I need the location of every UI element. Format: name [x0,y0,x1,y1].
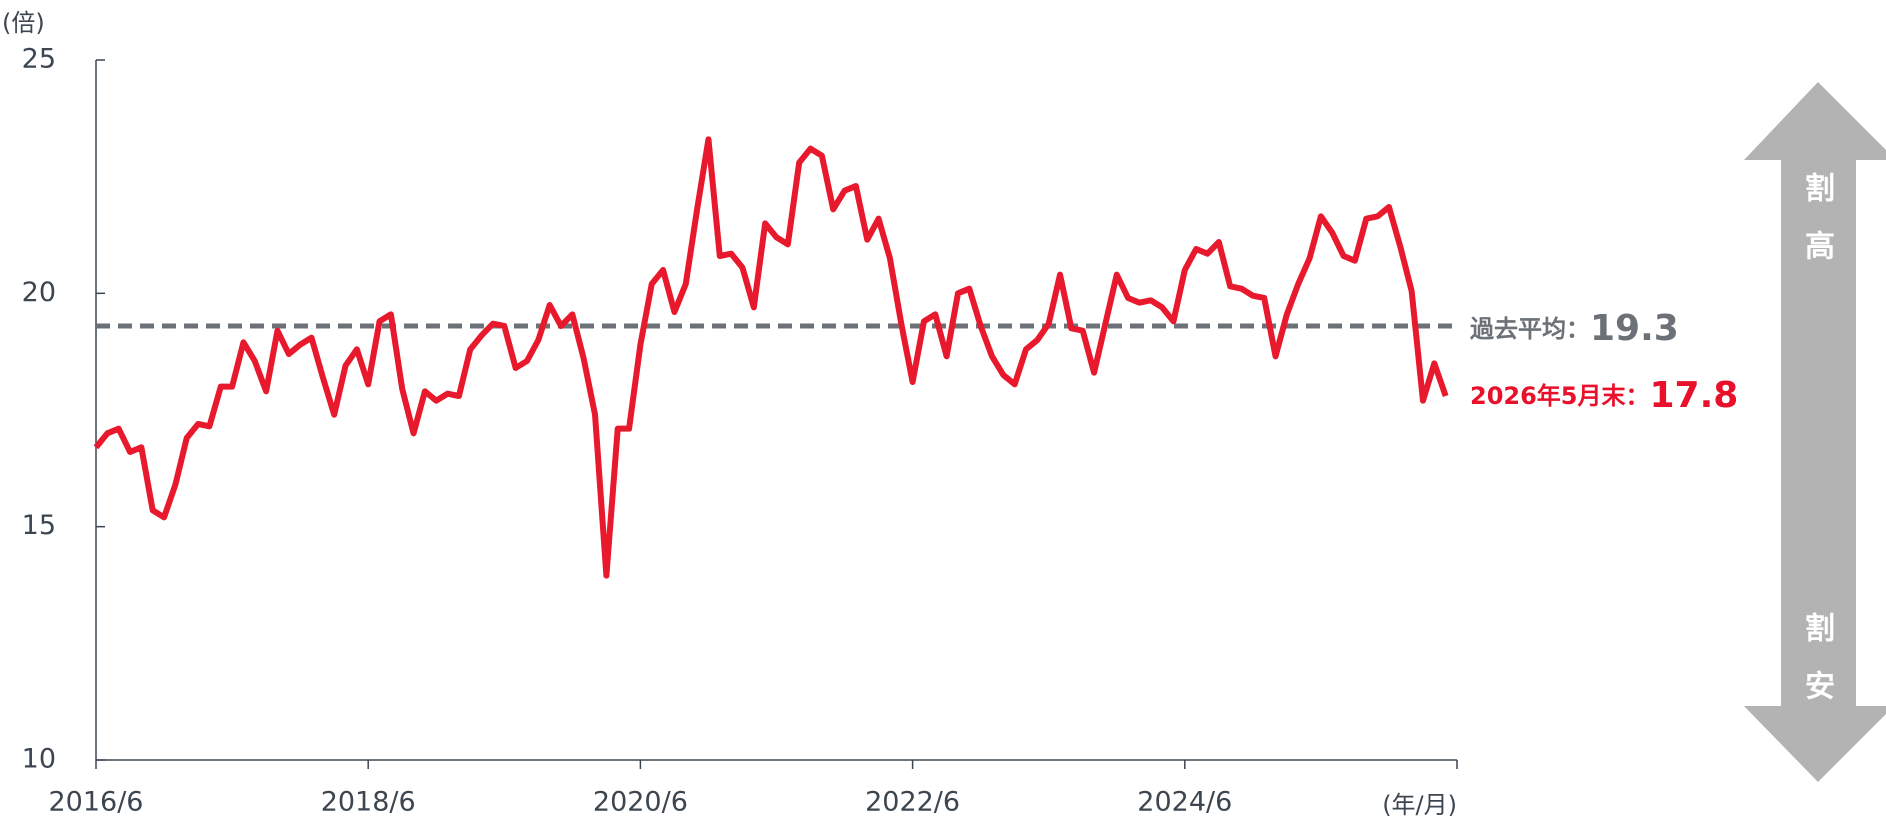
x-unit: (年/月) [1382,791,1457,819]
x-tick-label: 2024/6 [1137,787,1232,818]
y-tick-label: 10 [22,744,56,775]
arrow-label: 高 [1805,230,1835,265]
y-tick-label: 20 [22,277,56,308]
y-unit: (倍) [2,9,45,37]
x-tick-label: 2020/6 [593,787,688,818]
latest-label-text: 2026年5月末： [1470,382,1650,410]
arrow-label: 割 [1805,172,1835,207]
average-label-text: 過去平均： [1470,315,1590,343]
y-tick-label: 15 [22,510,56,541]
arrow-label: 割 [1805,612,1835,647]
average-label: 過去平均：19.3 [1470,308,1679,349]
series-line [93,136,1449,579]
average-value: 19.3 [1590,308,1679,349]
valuation-arrow [1744,82,1886,782]
arrow-label: 安 [1805,670,1835,705]
x-tick-label: 2016/6 [49,787,144,818]
latest-label: 2026年5月末：17.8 [1470,375,1738,416]
x-tick-label: 2022/6 [865,787,960,818]
arrow-labels: 割 高 割 安 [1805,172,1835,705]
x-tick-label: 2018/6 [321,787,416,818]
y-tick-label: 25 [22,44,56,75]
latest-value: 17.8 [1650,375,1739,416]
